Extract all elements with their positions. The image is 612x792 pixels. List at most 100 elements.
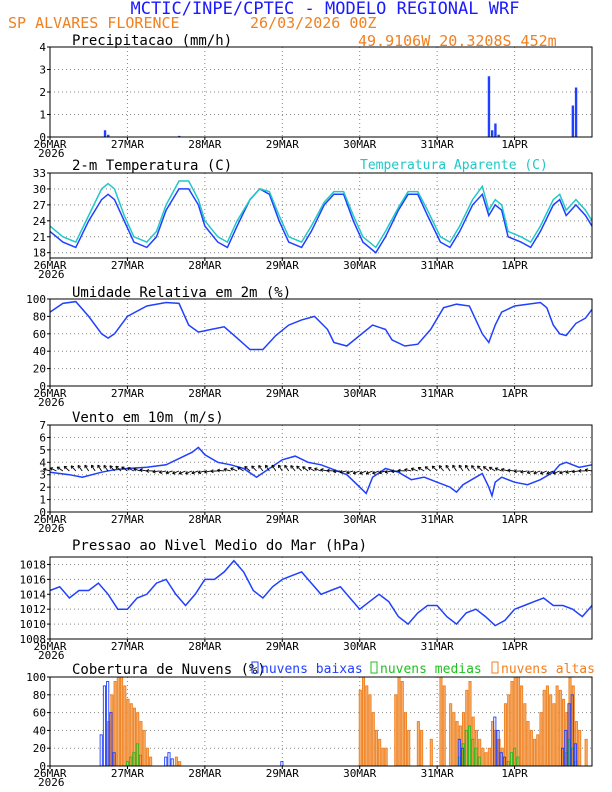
cloud-bar-nuvens-altas — [484, 752, 488, 767]
y-tick-label: 0 — [39, 506, 46, 519]
wind-arrowhead — [264, 464, 269, 469]
wind-arrowhead — [464, 464, 469, 469]
cloud-bar-nuvens-altas — [416, 721, 420, 767]
x-tick-label: 29MAR — [266, 138, 299, 151]
wind-arrowhead — [210, 469, 214, 474]
wind-vector — [565, 470, 573, 473]
wind-vector — [559, 470, 567, 474]
panel-frame — [49, 46, 593, 138]
x-tick-label: 28MAR — [188, 387, 221, 400]
wind-arrowhead — [42, 467, 47, 472]
wind-arrowhead — [578, 468, 582, 473]
wind-arrowhead — [359, 471, 363, 475]
y-tick-label: 21 — [33, 231, 46, 244]
wind-arrowhead — [258, 465, 262, 469]
wind-vector — [477, 465, 483, 472]
wind-vector — [431, 465, 438, 472]
y-tick-label: 30 — [33, 183, 46, 196]
panel-title: Precipitacao (mm/h) — [72, 33, 232, 49]
cloud-bar-nuvens-altas — [178, 761, 182, 767]
wind-arrowhead — [109, 465, 113, 469]
legend-swatch-mid — [370, 661, 378, 674]
x-tick-label: 26MAR — [33, 387, 66, 400]
y-tick-label: 1010 — [20, 618, 47, 631]
y-tick-label: 2 — [39, 481, 46, 494]
cloud-bar-nuvens-altas — [365, 685, 369, 767]
wind-arrowhead — [526, 470, 531, 475]
wind-arrowhead — [494, 467, 499, 471]
wind-vector — [585, 469, 593, 472]
wind-arrowhead — [271, 464, 275, 469]
wind-arrowhead — [216, 468, 221, 473]
y-tick-label: 6 — [39, 431, 46, 444]
wind-vector — [424, 466, 431, 472]
cloud-bar-nuvens-altas — [381, 747, 385, 767]
cloud-bar-nuvens-altas — [536, 734, 540, 767]
wind-vector — [265, 464, 270, 472]
wind-vector — [520, 470, 528, 473]
wind-vector — [278, 464, 283, 472]
cloud-bar-nuvens-altas — [371, 712, 375, 767]
x-tick-year: 2026 — [38, 649, 65, 662]
wind-vector — [63, 465, 70, 472]
panel-frame — [49, 298, 593, 387]
wind-vector — [251, 465, 257, 472]
y-tick-label: 1014 — [20, 588, 47, 601]
precip-bar — [487, 76, 491, 137]
wind-arrowhead — [296, 465, 300, 470]
run-date: 26/03/2026 00Z — [250, 14, 376, 32]
cloud-bar-nuvens-altas — [439, 676, 443, 767]
x-tick-label: 31MAR — [421, 640, 454, 653]
panel-frame — [49, 676, 593, 767]
wind-arrowhead — [63, 465, 68, 470]
x-tick-label: 31MAR — [421, 387, 454, 400]
precip-bar — [571, 105, 575, 137]
x-tick-label: 1APR — [501, 513, 528, 526]
wind-vector — [353, 470, 360, 474]
wind-vector — [185, 470, 193, 475]
cloud-bar-nuvens-baixas — [164, 756, 168, 767]
cloud-bar-nuvens-altas — [452, 712, 456, 767]
y-tick-label: 1016 — [20, 573, 47, 586]
x-tick-year: 2026 — [38, 396, 65, 409]
wind-vector — [533, 470, 541, 474]
x-tick-year: 2026 — [38, 776, 65, 789]
wind-vector — [290, 465, 296, 472]
precip-bar — [574, 87, 578, 137]
y-tick-label: 60 — [33, 707, 46, 720]
wind-vector — [346, 470, 354, 474]
wind-arrowhead — [546, 471, 550, 475]
y-tick-label: 1008 — [20, 633, 47, 646]
wind-vector — [127, 467, 135, 472]
wind-arrowhead — [471, 465, 475, 469]
cloud-bar-nuvens-altas — [507, 694, 511, 767]
wind-vector — [359, 470, 367, 475]
y-tick-label: 27 — [33, 199, 46, 212]
wind-arrowhead — [417, 466, 422, 471]
cloud-bar-nuvens-altas — [407, 729, 411, 767]
wind-vector — [339, 470, 347, 473]
x-tick-label: 28MAR — [188, 259, 221, 272]
wind-arrowhead — [278, 464, 282, 469]
wind-arrowhead — [197, 470, 202, 475]
wind-arrowhead — [165, 470, 169, 475]
y-tick-label: 3 — [39, 64, 46, 77]
wind-vector — [172, 470, 180, 474]
station-name: SP ALVARES FLORENCE — [8, 14, 180, 32]
wind-vector — [445, 465, 451, 472]
wind-arrowhead — [571, 469, 576, 474]
wind-arrowhead — [237, 466, 241, 471]
wind-arrowhead — [438, 465, 443, 469]
series-line-Temperatura — [49, 187, 593, 254]
cloud-bar-nuvens-altas — [526, 721, 530, 767]
wind-vector — [244, 466, 251, 472]
y-tick-label: 0 — [39, 131, 46, 144]
x-tick-year: 2026 — [38, 268, 65, 281]
cloud-bar-nuvens-altas — [361, 676, 366, 767]
y-tick-label: 3 — [39, 469, 46, 482]
wind-vector — [404, 469, 412, 472]
x-tick-label: 26MAR — [33, 138, 66, 151]
wind-arrowhead — [352, 470, 357, 475]
x-tick-label: 1APR — [501, 767, 528, 780]
cloud-bar-nuvens-altas — [394, 694, 398, 767]
